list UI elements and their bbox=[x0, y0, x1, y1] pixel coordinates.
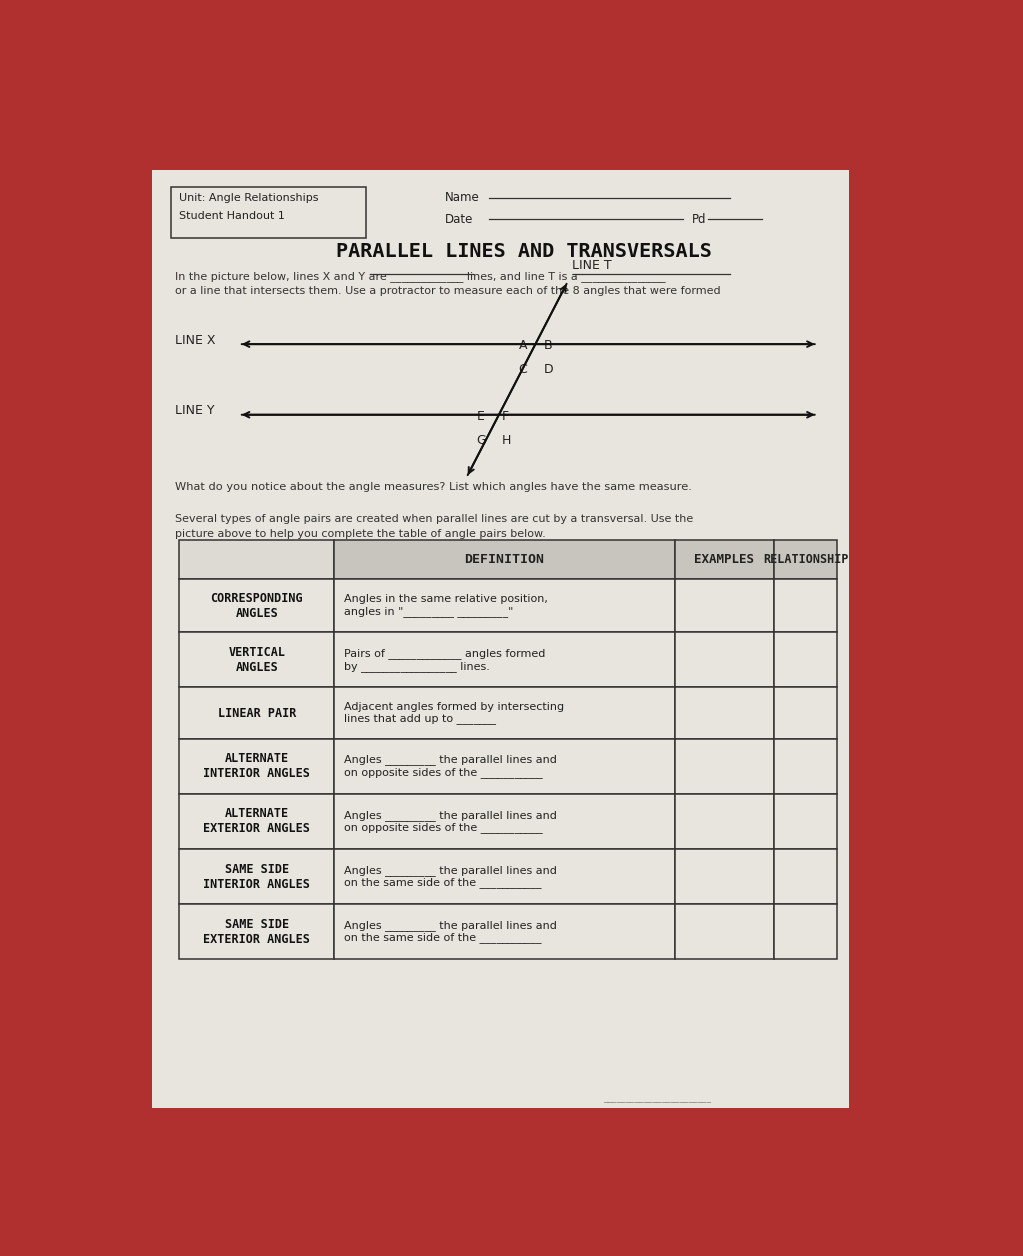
Text: PARALLEL LINES AND TRANSVERSALS: PARALLEL LINES AND TRANSVERSALS bbox=[337, 241, 712, 261]
Bar bbox=[179, 904, 333, 960]
Bar bbox=[774, 579, 838, 632]
Text: EXAMPLES: EXAMPLES bbox=[695, 554, 755, 566]
Text: or a line that intersects them. Use a protractor to measure each of the 8 angles: or a line that intersects them. Use a pr… bbox=[176, 286, 721, 296]
Bar bbox=[774, 904, 838, 960]
Text: LINE X: LINE X bbox=[176, 334, 216, 347]
Text: Pd: Pd bbox=[693, 212, 707, 226]
Bar bbox=[179, 579, 333, 632]
Text: Date: Date bbox=[445, 212, 474, 226]
Bar bbox=[333, 687, 675, 739]
Text: LINE Y: LINE Y bbox=[176, 404, 215, 417]
Text: Name: Name bbox=[445, 191, 480, 205]
Text: B: B bbox=[543, 339, 552, 353]
Text: Angles _________ the parallel lines and
on the same side of the ___________: Angles _________ the parallel lines and … bbox=[344, 919, 557, 943]
Bar bbox=[151, 170, 849, 1108]
Bar bbox=[774, 687, 838, 739]
Text: SAME SIDE
EXTERIOR ANGLES: SAME SIDE EXTERIOR ANGLES bbox=[204, 918, 310, 946]
Text: LINEAR PAIR: LINEAR PAIR bbox=[218, 707, 296, 720]
Text: Angles _________ the parallel lines and
on opposite sides of the ___________: Angles _________ the parallel lines and … bbox=[344, 810, 557, 833]
Text: CORRESPONDING
ANGLES: CORRESPONDING ANGLES bbox=[211, 592, 303, 619]
Text: Several types of angle pairs are created when parallel lines are cut by a transv: Several types of angle pairs are created… bbox=[176, 515, 694, 524]
Bar bbox=[675, 904, 774, 960]
Bar bbox=[675, 579, 774, 632]
Text: ________________________: ________________________ bbox=[604, 1094, 712, 1103]
Text: ALTERNATE
INTERIOR ANGLES: ALTERNATE INTERIOR ANGLES bbox=[204, 752, 310, 780]
Text: RELATIONSHIP: RELATIONSHIP bbox=[763, 554, 848, 566]
Text: F: F bbox=[501, 409, 508, 423]
Bar bbox=[774, 540, 838, 579]
Bar bbox=[179, 849, 333, 904]
Text: H: H bbox=[501, 435, 510, 447]
Bar bbox=[179, 739, 333, 794]
Text: E: E bbox=[477, 409, 485, 423]
Bar bbox=[172, 187, 366, 237]
Text: SAME SIDE
INTERIOR ANGLES: SAME SIDE INTERIOR ANGLES bbox=[204, 863, 310, 891]
Text: VERTICAL
ANGLES: VERTICAL ANGLES bbox=[228, 646, 285, 674]
Bar bbox=[333, 540, 675, 579]
Bar bbox=[333, 794, 675, 849]
Bar bbox=[179, 632, 333, 687]
Bar bbox=[774, 739, 838, 794]
Bar bbox=[333, 739, 675, 794]
Bar bbox=[774, 794, 838, 849]
Bar bbox=[333, 632, 675, 687]
Text: DEFINITION: DEFINITION bbox=[464, 554, 544, 566]
Bar bbox=[179, 687, 333, 739]
Bar bbox=[333, 849, 675, 904]
Text: ALTERNATE
EXTERIOR ANGLES: ALTERNATE EXTERIOR ANGLES bbox=[204, 808, 310, 835]
Text: What do you notice about the angle measures? List which angles have the same mea: What do you notice about the angle measu… bbox=[176, 482, 693, 492]
Bar bbox=[333, 904, 675, 960]
Text: Student Handout 1: Student Handout 1 bbox=[179, 211, 285, 221]
Bar bbox=[675, 540, 774, 579]
Text: Angles _________ the parallel lines and
on the same side of the ___________: Angles _________ the parallel lines and … bbox=[344, 865, 557, 888]
Text: D: D bbox=[543, 363, 553, 377]
Bar bbox=[333, 579, 675, 632]
Bar bbox=[675, 794, 774, 849]
Text: Unit: Angle Relationships: Unit: Angle Relationships bbox=[179, 193, 319, 203]
Bar bbox=[179, 794, 333, 849]
Text: Angles in the same relative position,
angles in "_________ _________": Angles in the same relative position, an… bbox=[344, 594, 547, 617]
Bar bbox=[774, 849, 838, 904]
Text: Adjacent angles formed by intersecting
lines that add up to _______: Adjacent angles formed by intersecting l… bbox=[344, 702, 564, 725]
Bar bbox=[179, 540, 333, 579]
Bar bbox=[675, 739, 774, 794]
Text: LINE T: LINE T bbox=[572, 259, 612, 271]
Bar bbox=[675, 632, 774, 687]
Bar bbox=[675, 849, 774, 904]
Text: C: C bbox=[519, 363, 528, 377]
Text: A: A bbox=[519, 339, 527, 353]
Text: G: G bbox=[477, 435, 487, 447]
Text: Angles _________ the parallel lines and
on opposite sides of the ___________: Angles _________ the parallel lines and … bbox=[344, 755, 557, 777]
Text: Pairs of _____________ angles formed
by _________________ lines.: Pairs of _____________ angles formed by … bbox=[344, 648, 545, 672]
Bar bbox=[675, 687, 774, 739]
Text: picture above to help you complete the table of angle pairs below.: picture above to help you complete the t… bbox=[176, 529, 546, 539]
Text: In the picture below, lines X and Y are _____________ lines, and line T is a ___: In the picture below, lines X and Y are … bbox=[176, 270, 666, 281]
Bar bbox=[774, 632, 838, 687]
